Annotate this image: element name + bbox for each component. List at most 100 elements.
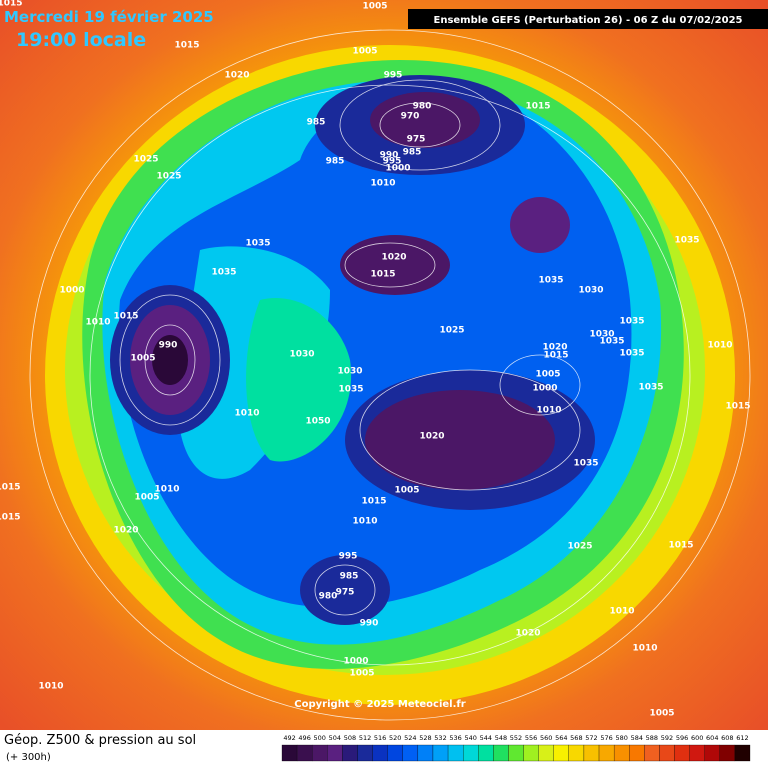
legend-swatch bbox=[463, 744, 479, 762]
legend-value: 520 bbox=[389, 734, 401, 742]
isobar-label: 1035 bbox=[599, 337, 624, 347]
isobar-label: 1035 bbox=[211, 268, 236, 278]
isobar-label: 990 bbox=[360, 619, 379, 629]
legend-value: 552 bbox=[510, 734, 522, 742]
legend-value: 584 bbox=[631, 734, 643, 742]
legend-value: 500 bbox=[314, 734, 326, 742]
legend-value: 504 bbox=[329, 734, 341, 742]
isobar-label: 990 bbox=[380, 151, 399, 161]
isobar-label: 1015 bbox=[361, 497, 386, 507]
legend-swatch bbox=[659, 744, 675, 762]
legend-swatch bbox=[523, 744, 539, 762]
legend-value: 580 bbox=[615, 734, 627, 742]
legend-value: 576 bbox=[600, 734, 612, 742]
isobar-label: 1015 bbox=[0, 483, 21, 493]
isobar-label: 1025 bbox=[439, 326, 464, 336]
isobar-label: 1030 bbox=[589, 330, 614, 340]
legend-value: 508 bbox=[344, 734, 356, 742]
legend-swatch bbox=[327, 744, 343, 762]
legend-swatch bbox=[417, 744, 434, 762]
isobar-label: 1015 bbox=[0, 513, 21, 523]
legend-swatch bbox=[568, 744, 585, 762]
isobar-label: 1020 bbox=[381, 253, 406, 263]
isobar-label: 1000 bbox=[385, 164, 410, 174]
isobars bbox=[29, 29, 751, 721]
legend-value: 496 bbox=[298, 734, 310, 742]
legend-swatch bbox=[372, 744, 388, 762]
legend-swatch bbox=[342, 744, 358, 762]
isobar-label: 1015 bbox=[725, 402, 750, 412]
isobar-label: 1015 bbox=[174, 41, 199, 51]
legend-swatch bbox=[432, 744, 449, 762]
isobar-label: 1020 bbox=[113, 526, 138, 536]
low-east bbox=[510, 197, 570, 253]
isobar-label: 1005 bbox=[352, 47, 377, 57]
isobar-label: 980 bbox=[319, 592, 338, 602]
isobar-label: 1010 bbox=[707, 341, 732, 351]
isobar-label: 1020 bbox=[515, 629, 540, 639]
legend-swatch bbox=[644, 744, 660, 762]
isobar-label: 1010 bbox=[38, 682, 63, 692]
legend-swatch bbox=[508, 744, 524, 762]
isobar-label: 1005 bbox=[535, 370, 560, 380]
legend-swatch bbox=[387, 744, 403, 762]
isobar-label: 995 bbox=[383, 157, 402, 167]
isobar-label: 990 bbox=[159, 341, 178, 351]
legend-value: 524 bbox=[404, 734, 416, 742]
model-box bbox=[408, 9, 768, 29]
model-info: Ensemble GEFS (Perturbation 26) - 06 Z d… bbox=[434, 15, 743, 26]
isobar-label: 1030 bbox=[578, 286, 603, 296]
legend-value: 564 bbox=[555, 734, 567, 742]
isobar-label: 1035 bbox=[619, 349, 644, 359]
legend-swatch bbox=[281, 744, 298, 762]
isobar-label: 1020 bbox=[419, 432, 444, 442]
isobar-label: 985 bbox=[307, 118, 326, 128]
legend-swatch bbox=[447, 744, 464, 762]
isobar-label: 995 bbox=[339, 552, 358, 562]
legend-value: 548 bbox=[495, 734, 507, 742]
isobar-label: 1000 bbox=[59, 286, 84, 296]
footer-title: Géop. Z500 & pression au sol bbox=[4, 733, 196, 748]
legend-value: 532 bbox=[434, 734, 446, 742]
isobar-label: 1005 bbox=[394, 486, 419, 496]
low-pole bbox=[340, 235, 450, 295]
time-label: 19:00 locale bbox=[16, 29, 146, 51]
legend-value: 536 bbox=[449, 734, 461, 742]
legend-value: 608 bbox=[721, 734, 733, 742]
isobar-label: 1010 bbox=[609, 607, 634, 617]
isobar-label: 1050 bbox=[305, 417, 330, 427]
legend-value: 596 bbox=[676, 734, 688, 742]
isobar-label: 1000 bbox=[532, 384, 557, 394]
legend-swatch bbox=[734, 744, 751, 762]
legend-swatch bbox=[493, 744, 509, 762]
isobar-label: 985 bbox=[326, 157, 345, 167]
legend-value: 568 bbox=[570, 734, 582, 742]
legend-swatch bbox=[402, 744, 419, 762]
isobar-label: 1015 bbox=[0, 0, 23, 9]
isobar-label: 1025 bbox=[567, 542, 592, 552]
footer-subtitle: (+ 300h) bbox=[6, 752, 51, 763]
isobar-label: 1015 bbox=[668, 541, 693, 551]
legend-value: 492 bbox=[283, 734, 295, 742]
isobar-label: 1010 bbox=[536, 406, 561, 416]
isobar-label: 1010 bbox=[85, 318, 110, 328]
legend-value: 572 bbox=[585, 734, 597, 742]
legend-value: 612 bbox=[736, 734, 748, 742]
isobar-label: 1015 bbox=[113, 312, 138, 322]
isobar-label: 1010 bbox=[234, 409, 259, 419]
isobar-label: 1015 bbox=[370, 270, 395, 280]
low-america-center bbox=[152, 335, 188, 385]
isobar-label: 1035 bbox=[338, 385, 363, 395]
legend-value: 540 bbox=[464, 734, 476, 742]
copyright: Copyright © 2025 Meteociel.fr bbox=[294, 699, 465, 710]
isobar-label: 1015 bbox=[525, 102, 550, 112]
legend-value: 544 bbox=[480, 734, 492, 742]
legend-swatch bbox=[296, 744, 313, 762]
isobar-label: 1030 bbox=[337, 367, 362, 377]
isobar-label: 1005 bbox=[349, 669, 374, 679]
legend-swatch bbox=[613, 744, 630, 762]
legend-swatch bbox=[312, 744, 328, 762]
